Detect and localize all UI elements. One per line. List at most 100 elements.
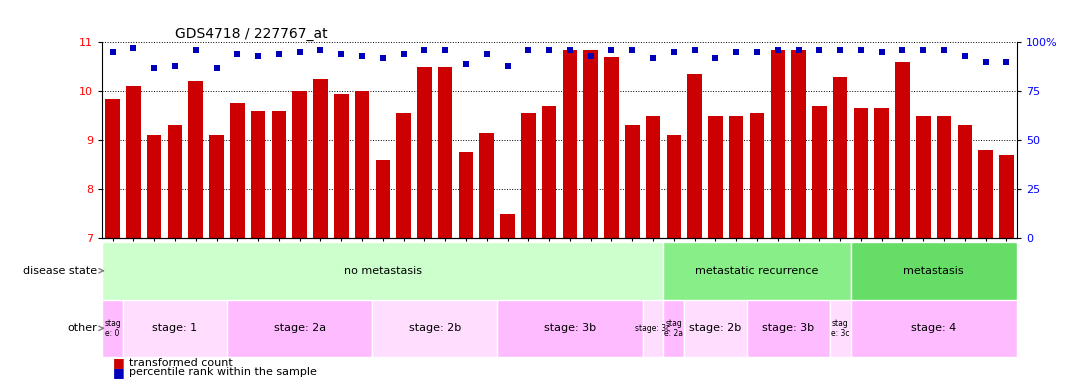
Point <box>645 55 662 61</box>
Point <box>562 47 579 53</box>
Text: transformed count: transformed count <box>129 358 232 368</box>
Point <box>229 51 246 57</box>
Point <box>957 53 974 59</box>
Bar <box>791 50 806 384</box>
Bar <box>978 150 993 384</box>
Bar <box>664 300 684 357</box>
Point <box>415 47 433 53</box>
Point <box>499 63 516 69</box>
Point <box>852 47 869 53</box>
Text: stage: 3c: stage: 3c <box>636 324 670 333</box>
Bar <box>625 126 639 384</box>
Bar <box>708 116 723 384</box>
Bar <box>500 214 514 384</box>
Bar <box>209 135 224 384</box>
Point <box>790 47 807 53</box>
Point <box>437 47 454 53</box>
Bar <box>227 300 372 357</box>
Bar <box>438 67 453 384</box>
Point <box>935 47 952 53</box>
Bar <box>168 126 182 384</box>
Text: stage: 3b: stage: 3b <box>543 323 596 333</box>
Point <box>312 47 329 53</box>
Point <box>603 47 620 53</box>
Point <box>873 49 890 55</box>
Bar <box>642 300 664 357</box>
Bar <box>875 108 889 384</box>
Text: metastatic recurrence: metastatic recurrence <box>695 266 819 276</box>
Point <box>707 55 724 61</box>
Point <box>208 65 225 71</box>
Point <box>832 47 849 53</box>
Point <box>769 47 787 53</box>
Bar <box>271 111 286 384</box>
Point <box>749 49 766 55</box>
Bar <box>293 91 307 384</box>
Bar <box>605 57 619 384</box>
Bar <box>916 116 931 384</box>
Text: stag
e: 3c: stag e: 3c <box>831 319 849 338</box>
Bar <box>646 116 661 384</box>
Point <box>520 47 537 53</box>
Bar <box>563 50 577 384</box>
Point <box>665 49 682 55</box>
Text: stage: 2b: stage: 2b <box>409 323 461 333</box>
Point <box>104 49 122 55</box>
Bar <box>958 126 972 384</box>
Point <box>624 47 641 53</box>
Bar <box>688 74 702 384</box>
Text: stage: 2a: stage: 2a <box>273 323 326 333</box>
Point <box>540 47 557 53</box>
Point <box>145 65 162 71</box>
Point <box>353 53 370 59</box>
Bar <box>833 76 848 384</box>
Point <box>915 47 932 53</box>
Bar <box>747 300 830 357</box>
Point <box>332 51 350 57</box>
Text: percentile rank within the sample: percentile rank within the sample <box>129 367 317 377</box>
Bar <box>123 300 227 357</box>
Bar <box>666 135 681 384</box>
Bar <box>188 81 203 384</box>
Point <box>582 53 599 59</box>
Point <box>727 49 745 55</box>
Point <box>894 47 911 53</box>
Bar <box>684 300 747 357</box>
Text: stag
e: 2a: stag e: 2a <box>664 319 683 338</box>
Bar <box>313 79 328 384</box>
Text: stage: 2b: stage: 2b <box>690 323 741 333</box>
Point <box>167 63 184 69</box>
Text: disease state: disease state <box>23 266 97 276</box>
Text: ■: ■ <box>113 356 125 369</box>
Point <box>478 51 495 57</box>
Bar <box>850 300 1017 357</box>
Bar <box>102 242 664 300</box>
Bar <box>372 300 497 357</box>
Bar <box>458 152 473 384</box>
Point <box>997 59 1015 65</box>
Bar <box>770 50 785 384</box>
Bar <box>850 242 1017 300</box>
Bar <box>1000 155 1014 384</box>
Bar <box>396 113 411 384</box>
Point <box>270 51 287 57</box>
Text: stage: 4: stage: 4 <box>911 323 957 333</box>
Bar <box>251 111 266 384</box>
Bar <box>812 106 826 384</box>
Point <box>187 47 204 53</box>
Bar <box>521 113 536 384</box>
Bar <box>417 67 431 384</box>
Bar <box>480 133 494 384</box>
Bar <box>853 108 868 384</box>
Bar <box>147 135 161 384</box>
Point <box>977 59 994 65</box>
Bar <box>126 86 141 384</box>
Point <box>457 61 475 67</box>
Bar <box>895 62 910 384</box>
Bar <box>105 99 119 384</box>
Text: stag
e: 0: stag e: 0 <box>104 319 121 338</box>
Bar <box>102 300 123 357</box>
Bar <box>937 116 951 384</box>
Bar <box>230 103 244 384</box>
Bar <box>334 94 349 384</box>
